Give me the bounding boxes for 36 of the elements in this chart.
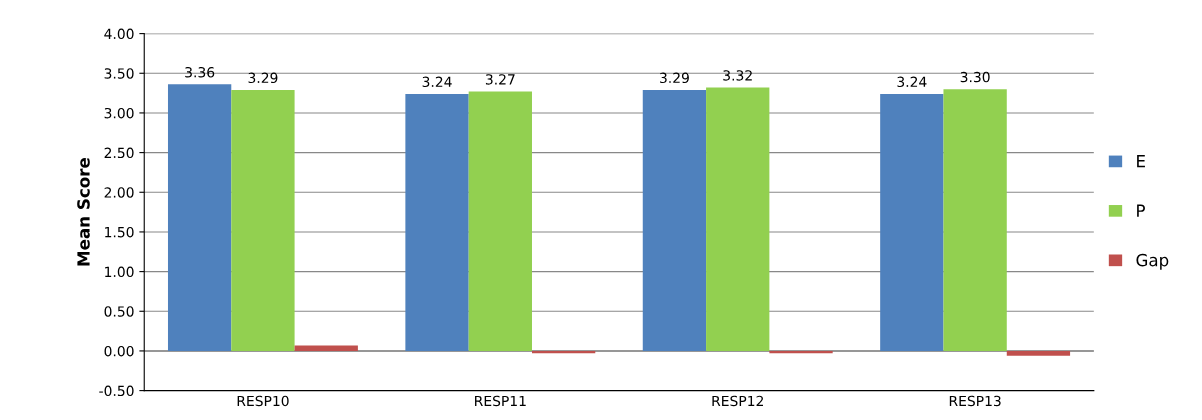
x-tick-label: RESP13	[949, 395, 1001, 407]
text: 1.50	[105, 226, 134, 238]
bar	[405, 93, 469, 351]
text: 1.00	[105, 266, 134, 278]
x-tick-label: RESP11	[475, 395, 526, 407]
bar	[706, 87, 770, 351]
data-label: 3.32	[723, 70, 752, 81]
bar	[294, 345, 358, 351]
bar	[642, 89, 707, 351]
bar	[880, 93, 944, 351]
x-tick-label: RESP12	[712, 395, 763, 407]
data-label: 3.29	[660, 72, 689, 84]
legend-label: E	[1137, 155, 1145, 168]
text: 0.00	[104, 345, 134, 357]
bar	[231, 89, 295, 351]
bar	[167, 84, 232, 351]
text: 3.50	[104, 68, 134, 79]
data-label: 3.30	[960, 71, 990, 83]
bar	[1006, 350, 1071, 356]
data-label: 3.24	[897, 76, 927, 88]
x-tick-label: RESP10	[237, 395, 289, 407]
text: -0.50	[99, 385, 134, 397]
data-label: 3.36	[185, 67, 215, 78]
text: 4.00	[104, 28, 134, 40]
legend-label: Gap	[1136, 253, 1169, 270]
text: 2.50	[104, 147, 134, 159]
data-label: 3.27	[485, 74, 515, 85]
text: 3.00	[104, 107, 134, 119]
legend-label: P	[1137, 204, 1145, 217]
data-label: 3.24	[422, 76, 452, 88]
bar	[943, 89, 1007, 351]
text: 0.50	[104, 306, 134, 317]
data-label: 3.29	[248, 72, 278, 84]
text: 2.00	[104, 187, 134, 198]
y-axis-title: Mean Score	[77, 158, 90, 266]
bar	[468, 91, 532, 351]
